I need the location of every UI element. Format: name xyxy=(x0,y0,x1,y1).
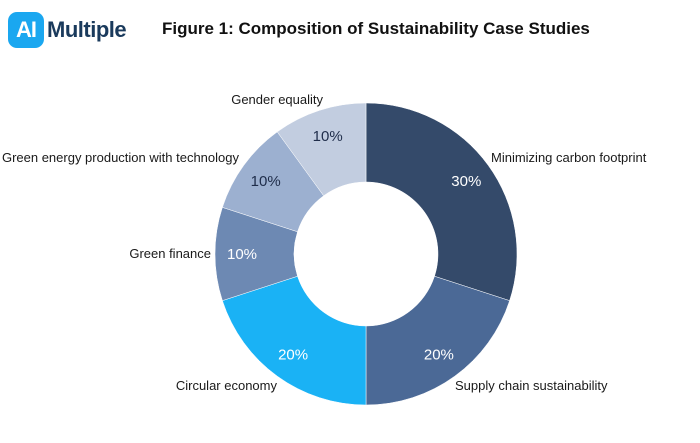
category-label-supply-chain-sustainability: Supply chain sustainability xyxy=(455,378,608,393)
category-label-circular-economy: Circular economy xyxy=(176,378,278,393)
value-label-green-finance: 10% xyxy=(227,246,257,263)
category-label-green-energy-production-with-technology: Green energy production with technology xyxy=(2,150,240,165)
slice-gender-equality xyxy=(276,102,367,197)
value-label-green-energy-production-with-technology: 10% xyxy=(251,173,281,190)
logo-badge: AI xyxy=(8,12,44,48)
category-label-minimizing-carbon-footprint: Minimizing carbon footprint xyxy=(491,150,647,165)
value-label-gender-equality: 10% xyxy=(313,128,343,145)
slice-minimizing-carbon-footprint xyxy=(365,102,518,301)
slice-circular-economy xyxy=(222,275,367,406)
category-label-green-finance: Green finance xyxy=(129,246,211,261)
ai-multiple-logo: AI Multiple xyxy=(8,12,127,48)
value-label-minimizing-carbon-footprint: 30% xyxy=(451,173,481,190)
logo-wordmark: Multiple xyxy=(47,17,127,42)
category-label-gender-equality: Gender equality xyxy=(231,92,323,107)
slice-supply-chain-sustainability xyxy=(365,275,510,406)
value-label-circular-economy: 20% xyxy=(278,346,308,363)
value-label-supply-chain-sustainability: 20% xyxy=(424,346,454,363)
chart-title: Figure 1: Composition of Sustainability … xyxy=(162,19,590,38)
